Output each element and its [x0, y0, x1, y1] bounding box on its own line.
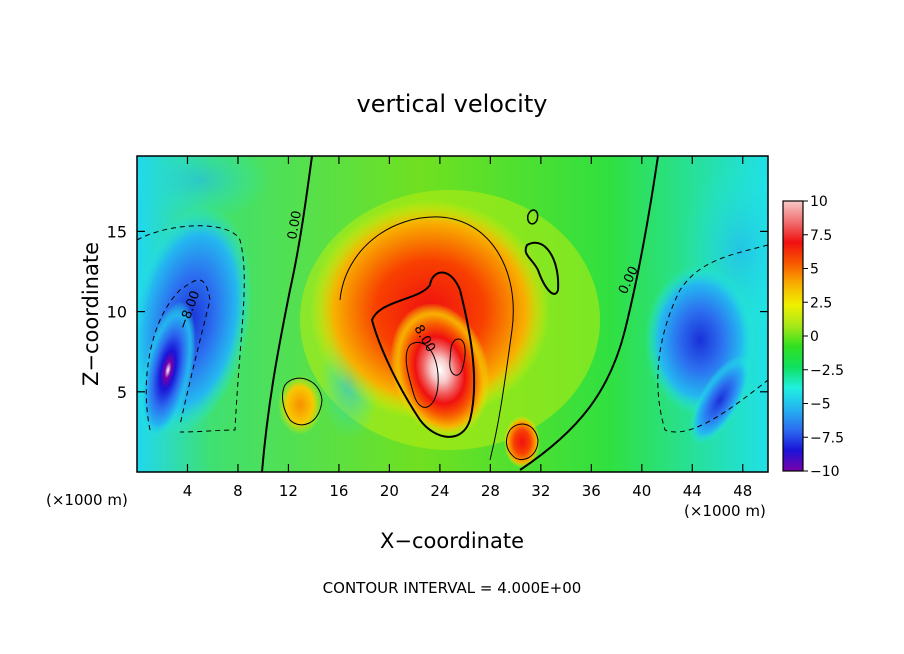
chart-title: vertical velocity — [357, 90, 548, 118]
x-tick-label: 28 — [481, 482, 500, 500]
contour-dashed-right — [657, 244, 768, 433]
x-tick-label: 16 — [329, 482, 348, 500]
colorbar-tick-label: 10 — [810, 194, 828, 210]
y-tick-label: 10 — [107, 303, 127, 322]
x-tick-label: 20 — [380, 482, 399, 500]
x-tick-label: 32 — [531, 482, 550, 500]
x-tick-label: 24 — [430, 482, 449, 500]
contour-dashed-left — [137, 225, 245, 433]
contour-small-oval — [526, 209, 539, 225]
contour-lines — [137, 156, 768, 472]
x-unit-left: (×1000 m) — [46, 491, 128, 509]
y-axis-ticks: 5 10 15 — [107, 222, 768, 402]
upper-cyan-wash — [137, 156, 270, 220]
x-tick-label: 8 — [233, 482, 243, 500]
colorbar-tick-label: −7.5 — [810, 430, 844, 446]
main-updraft-core — [390, 303, 490, 437]
contour-upper-right — [524, 241, 560, 295]
colorbar-tick-label: 5 — [810, 262, 819, 278]
zero-contour-right — [519, 156, 659, 471]
x-tick-label: 12 — [279, 482, 298, 500]
colorbar-tick-label: 0 — [810, 329, 819, 345]
colorbar-tick-label: 7.5 — [810, 228, 832, 244]
y-tick-label: 5 — [117, 383, 127, 402]
colorbar-tick-label: 2.5 — [810, 295, 832, 311]
x-tick-label: 36 — [582, 482, 601, 500]
left-downdraft-core — [140, 301, 196, 439]
right-downdraft-streak — [689, 355, 751, 445]
zero-contour-left — [261, 156, 313, 472]
low-updraft — [504, 416, 540, 468]
contour-updraft-core — [370, 271, 476, 438]
contour-small-updraft — [282, 377, 323, 426]
x-unit-right: (×1000 m) — [684, 502, 766, 520]
contour-outer — [339, 216, 514, 461]
small-updraft — [278, 375, 322, 435]
plot-area: 0.00 0.00 −8.00 8.00 — [137, 156, 768, 472]
colorbar-ticks: 10 7.5 5 2.5 0 −2.5 −5 −7.5 −10 — [803, 194, 844, 480]
colorbar-tick-label: −2.5 — [810, 363, 844, 379]
x-tick-label: 44 — [683, 482, 702, 500]
colorbar-tick-label: −5 — [810, 397, 831, 413]
colorbar: 10 7.5 5 2.5 0 −2.5 −5 −7.5 −10 — [782, 194, 844, 480]
x-axis-label: X−coordinate — [380, 529, 524, 553]
contour-white-b — [449, 338, 466, 376]
x-tick-label: 40 — [632, 482, 651, 500]
colorbar-tick-label: −10 — [810, 464, 840, 480]
contour-white-a — [405, 342, 439, 408]
x-tick-label: 48 — [733, 482, 752, 500]
contour-interval-footer: CONTOUR INTERVAL = 4.000E+00 — [323, 579, 582, 597]
y-axis-label: Z−coordinate — [79, 242, 103, 386]
x-tick-label: 4 — [183, 482, 193, 500]
colorbar-fill — [783, 201, 803, 471]
contour-neg-left — [145, 279, 211, 431]
contour-low-updraft — [506, 423, 539, 460]
y-tick-label: 15 — [107, 222, 127, 241]
plot-frame — [136, 155, 769, 473]
contour-label-zero-left: 0.00 — [285, 210, 305, 241]
x-axis-ticks: 4 8 12 16 20 24 28 32 36 40 44 48 — [183, 156, 752, 500]
